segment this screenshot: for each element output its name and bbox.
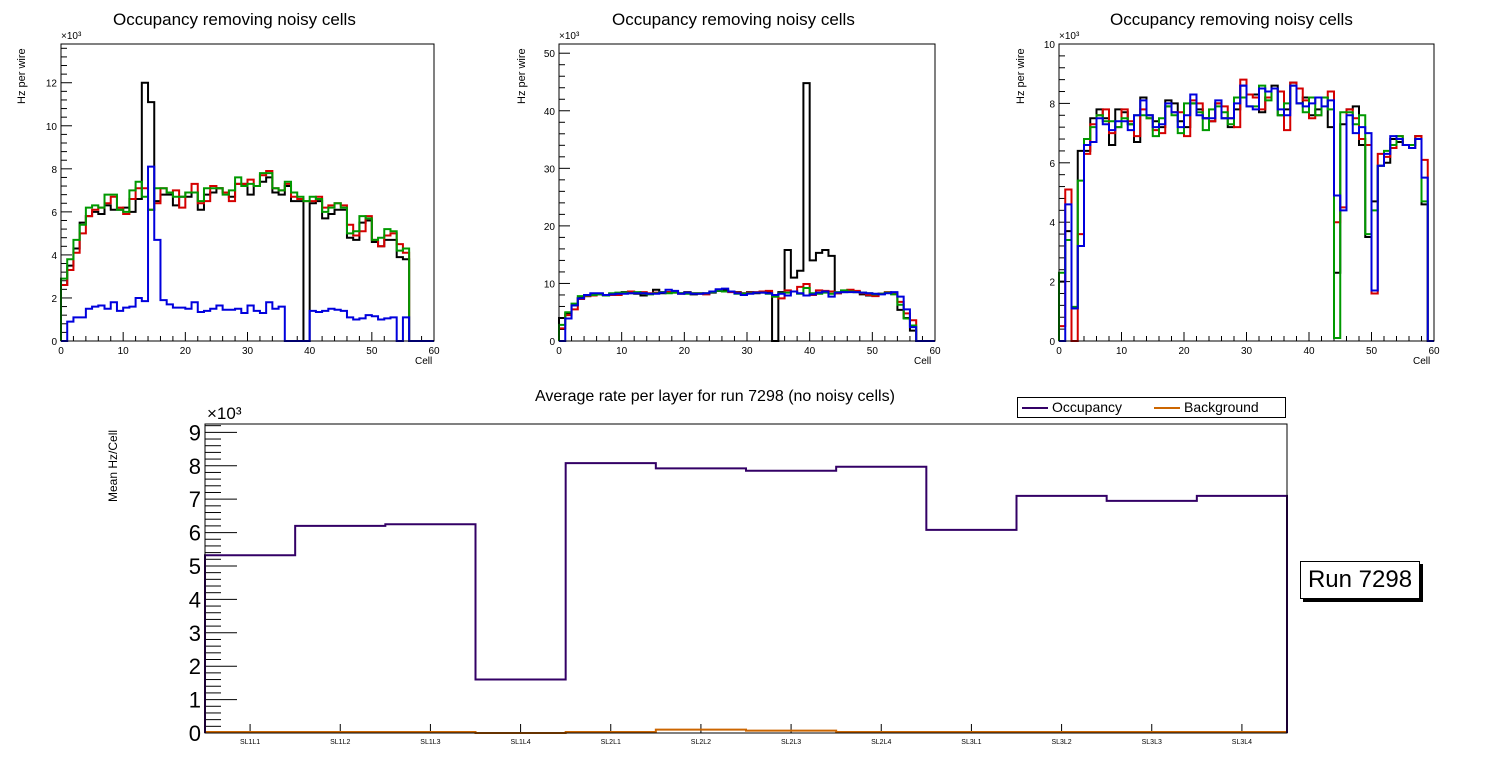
histogram-black [558,82,935,342]
plot-frame [60,43,435,342]
legend-occupancy-swatch [1022,407,1048,409]
panel1-xlabel: Cell [415,356,433,367]
histogram-blue [61,165,434,342]
y-tick-label: 9 [189,420,201,445]
y-tick-label: 12 [46,79,58,90]
legend-occupancy-label: Occupancy [1052,399,1123,415]
x-tick-label: 0 [1056,346,1062,357]
y-tick-label: 2 [189,654,201,679]
x-tick-label: 30 [741,346,753,357]
plot-frame [1058,43,1435,342]
y-tick-label: 0 [549,337,555,348]
x-tick-label: 50 [867,346,879,357]
y-tick-label: 10 [544,279,556,290]
x-tick-label: 30 [242,346,254,357]
y-tick-label: 7 [189,487,201,512]
panel3-exponent: ×10³ [1059,31,1080,42]
y-tick-label: 2 [51,294,57,305]
y-tick-label: 40 [544,107,556,118]
x-tick-label: SL2L3 [781,739,801,746]
x-tick-label: 40 [304,346,316,357]
panel2-xlabel: Cell [914,356,932,367]
histogram-green [60,172,434,342]
y-tick-label: 10 [46,122,58,133]
x-tick-label: 10 [1116,346,1128,357]
x-tick-label: 0 [556,346,562,357]
histogram-blue [559,287,935,342]
panel1-title: Occupancy removing noisy cells [113,10,356,29]
plot-frame [204,423,1288,734]
panel1-exponent: ×10³ [61,31,82,42]
legend: Occupancy Background [1017,397,1286,418]
y-tick-label: 8 [1049,99,1055,110]
x-tick-label: SL3L2 [1051,739,1071,746]
legend-background-swatch [1154,407,1180,409]
panel3-xlabel: Cell [1413,356,1431,367]
series-occupancy [204,462,1288,733]
legend-background-label: Background [1184,399,1259,415]
x-tick-label: 60 [1428,346,1440,357]
panel3-title: Occupancy removing noisy cells [1110,10,1353,29]
x-tick-label: 50 [1366,346,1378,357]
y-tick-label: 30 [544,164,556,175]
y-tick-label: 10 [1044,40,1056,51]
y-tick-label: 0 [51,337,57,348]
x-tick-label: 0 [58,346,64,357]
x-tick-label: SL1L3 [420,739,440,746]
series-background [204,728,1288,734]
y-tick-label: 1 [189,688,201,713]
y-tick-label: 8 [51,165,57,176]
x-tick-label: 20 [679,346,691,357]
y-tick-label: 5 [189,554,201,579]
x-tick-label: 60 [929,346,941,357]
y-tick-label: 0 [189,721,201,746]
y-tick-label: 3 [189,621,201,646]
y-tick-label: 20 [544,222,556,233]
histogram-blue [1059,84,1434,342]
y-tick-label: 50 [544,49,556,60]
plot-frame [558,43,936,342]
y-tick-label: 0 [1049,337,1055,348]
run-label-box: Run 7298 [1300,561,1420,599]
y-tick-label: 4 [1049,218,1055,229]
y-tick-label: 4 [51,251,57,262]
x-tick-label: SL2L4 [871,739,891,746]
x-tick-label: 10 [118,346,130,357]
x-tick-label: 60 [428,346,440,357]
x-tick-label: SL1L2 [330,739,350,746]
x-tick-label: SL2L2 [691,739,711,746]
x-tick-label: 10 [616,346,628,357]
x-tick-label: SL3L3 [1142,739,1162,746]
x-tick-label: SL1L4 [510,739,530,746]
panel2-title: Occupancy removing noisy cells [612,10,855,29]
summary-title: Average rate per layer for run 7298 (no … [535,388,895,405]
y-tick-label: 6 [51,208,57,219]
y-tick-label: 8 [189,454,201,479]
x-tick-label: 20 [180,346,192,357]
x-tick-label: 40 [1303,346,1315,357]
summary-exponent: ×10³ [207,404,242,423]
x-tick-label: SL1L1 [240,739,260,746]
x-tick-label: SL3L4 [1232,739,1252,746]
x-tick-label: 20 [1178,346,1190,357]
panel2-exponent: ×10³ [559,31,580,42]
y-tick-label: 4 [189,587,201,612]
y-tick-label: 2 [1049,278,1055,289]
x-tick-label: SL2L1 [601,739,621,746]
y-tick-label: 6 [1049,159,1055,170]
x-tick-label: 40 [804,346,816,357]
x-tick-label: 30 [1241,346,1253,357]
x-tick-label: 50 [366,346,378,357]
y-tick-label: 6 [189,521,201,546]
x-tick-label: SL3L1 [961,739,981,746]
